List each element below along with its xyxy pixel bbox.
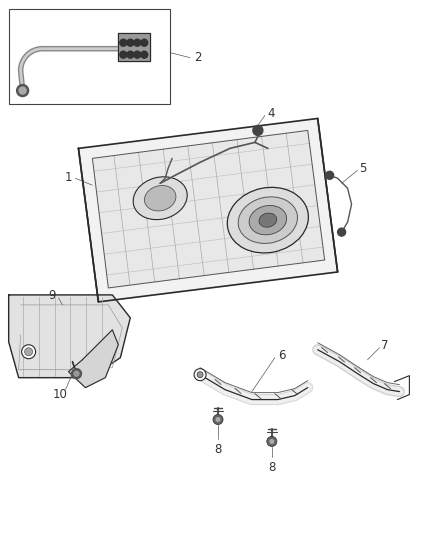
Ellipse shape (145, 185, 176, 211)
Circle shape (17, 85, 28, 96)
Circle shape (197, 372, 203, 378)
Circle shape (127, 39, 134, 46)
Ellipse shape (249, 205, 286, 235)
Circle shape (326, 171, 334, 179)
Text: 6: 6 (278, 349, 285, 362)
Circle shape (141, 51, 148, 58)
Text: 1: 1 (65, 171, 72, 184)
Text: 8: 8 (268, 461, 276, 474)
Circle shape (74, 371, 79, 376)
Circle shape (194, 369, 206, 381)
Circle shape (134, 39, 141, 46)
Polygon shape (118, 33, 150, 61)
Bar (9, 9, 170, 103)
Circle shape (71, 369, 81, 378)
Text: 10: 10 (53, 388, 68, 401)
Text: 8: 8 (214, 443, 222, 456)
Text: 3: 3 (111, 74, 118, 87)
Polygon shape (92, 131, 325, 288)
Text: 5: 5 (360, 162, 367, 175)
Ellipse shape (259, 213, 277, 227)
Circle shape (127, 51, 134, 58)
Circle shape (141, 39, 148, 46)
Circle shape (120, 51, 127, 58)
Circle shape (19, 87, 26, 94)
Text: 2: 2 (194, 51, 201, 64)
Polygon shape (68, 330, 118, 387)
Ellipse shape (227, 187, 308, 253)
Circle shape (21, 345, 35, 359)
Circle shape (25, 348, 32, 356)
Text: 9: 9 (48, 289, 56, 302)
Circle shape (338, 228, 346, 236)
Polygon shape (78, 118, 338, 302)
Circle shape (267, 437, 277, 447)
Ellipse shape (238, 197, 297, 244)
Circle shape (269, 439, 274, 444)
Text: 7: 7 (381, 339, 389, 352)
Circle shape (213, 415, 223, 424)
Ellipse shape (133, 177, 187, 220)
Polygon shape (9, 295, 130, 378)
Circle shape (253, 125, 263, 135)
Text: 4: 4 (268, 107, 276, 120)
Circle shape (120, 39, 127, 46)
Circle shape (215, 417, 220, 422)
Circle shape (134, 51, 141, 58)
